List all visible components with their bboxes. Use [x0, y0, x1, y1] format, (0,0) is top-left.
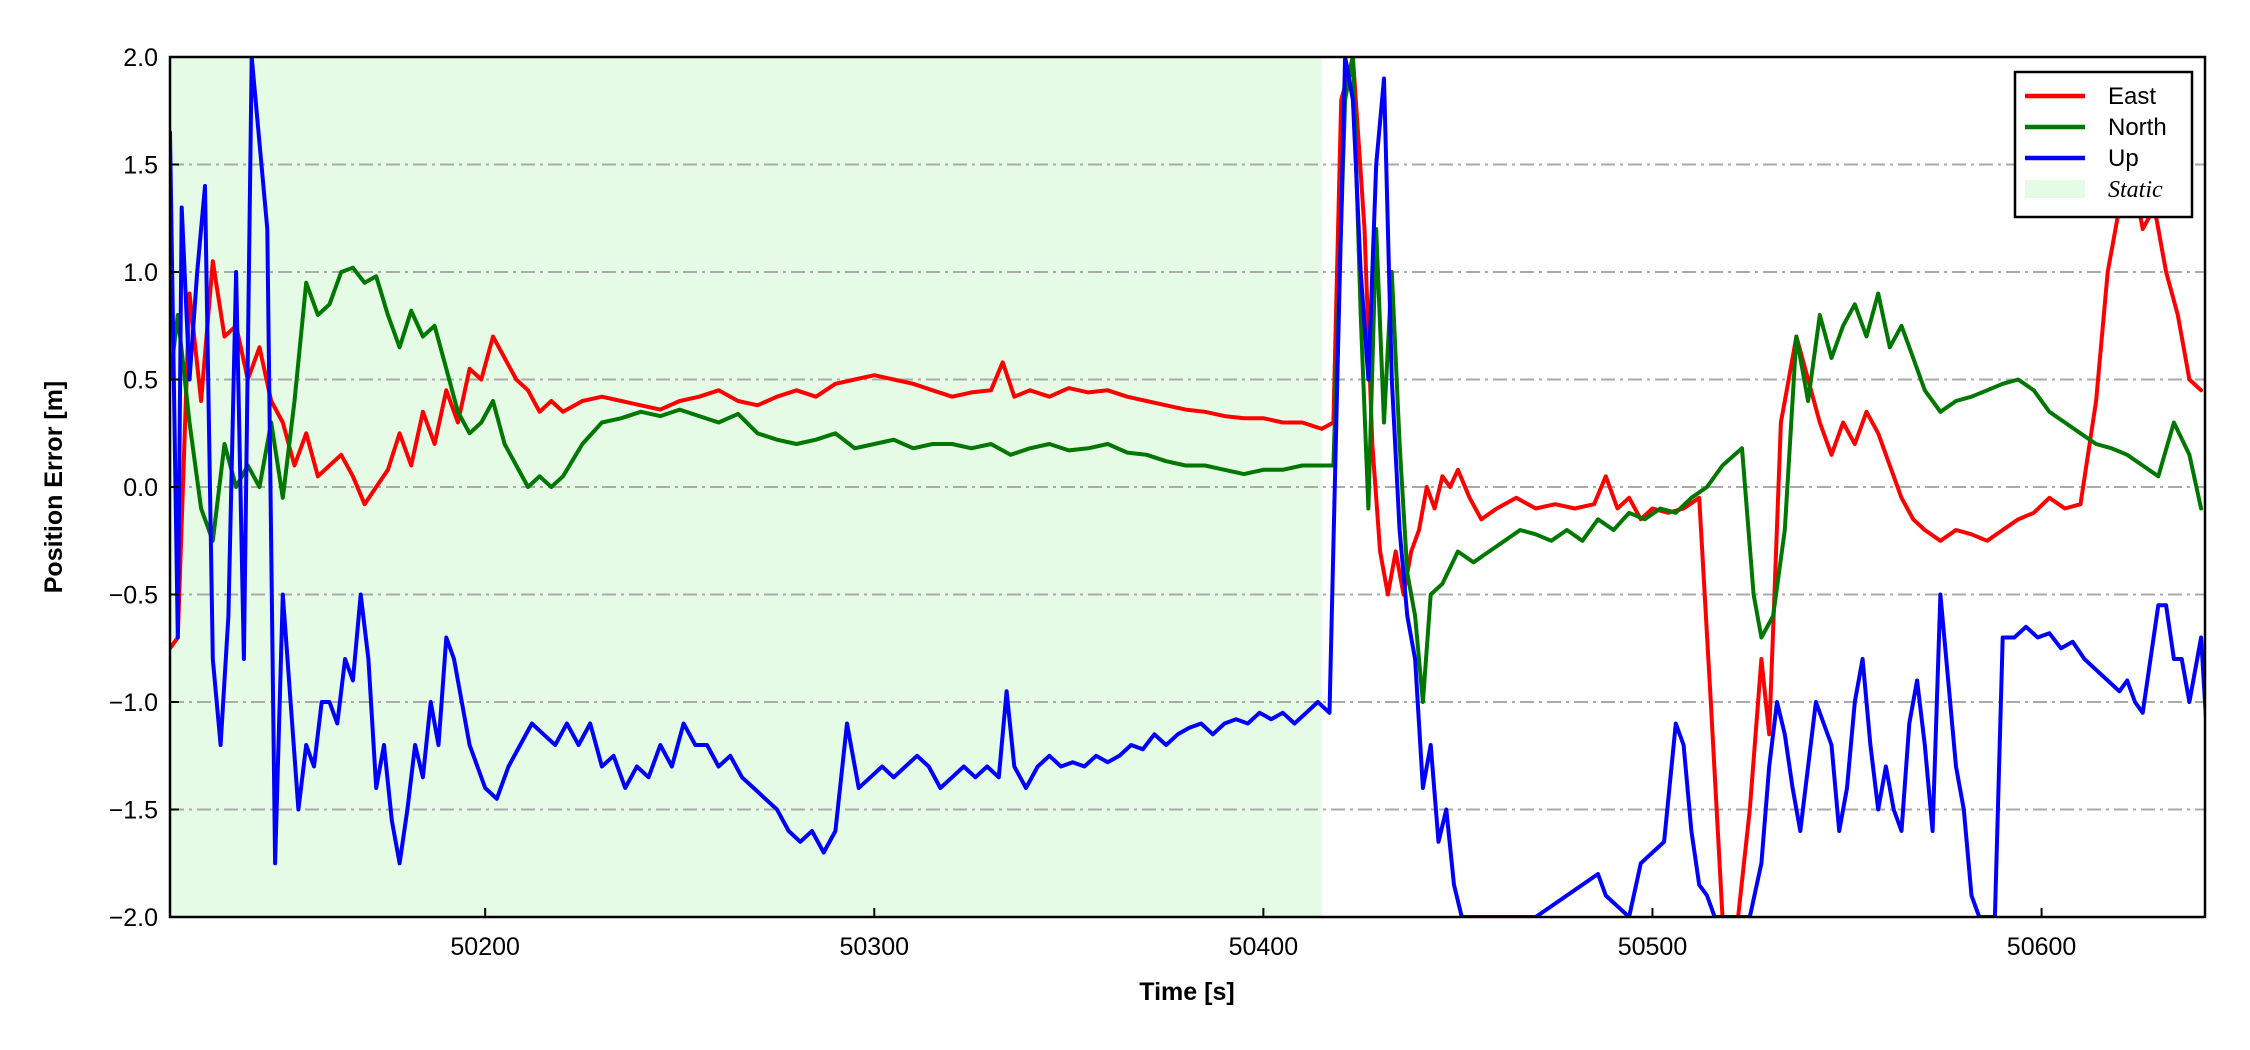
y-tick-label: −1.0: [109, 689, 158, 717]
y-tick-label: 0.5: [123, 367, 158, 395]
axis-ticks: 50200 50300 50400 50500 50600 −2.0 −1.5 −1.0 −0.…: [109, 44, 2077, 961]
series-layer: [170, 57, 2205, 917]
x-tick-label: 50600: [2007, 933, 2077, 961]
x-tick-label: 50400: [1229, 933, 1299, 961]
x-tick-label: 50200: [450, 933, 520, 961]
legend: East North Up Static: [2013, 70, 2194, 219]
legend-label-static: Static: [2108, 177, 2163, 203]
series-line-north: [170, 57, 2204, 704]
series-line-east: [170, 57, 2204, 917]
y-tick-label: 1.5: [123, 152, 158, 180]
x-tick-label: 50300: [840, 933, 910, 961]
x-tick-label: 50500: [1618, 933, 1688, 961]
y-tick-label: −0.5: [109, 582, 158, 610]
x-axis-title: Time [s]: [1139, 978, 1234, 1006]
y-tick-label: 0.0: [123, 474, 158, 502]
legend-label-north: North: [2108, 114, 2167, 141]
series-line-up: [170, 57, 2205, 917]
y-tick-label: 2.0: [123, 44, 158, 72]
legend-label-east: East: [2108, 83, 2156, 110]
y-axis-title: Position Error [m]: [40, 381, 68, 594]
legend-label-up: Up: [2108, 145, 2139, 172]
y-tick-label: −2.0: [109, 904, 158, 932]
y-tick-label: 1.0: [123, 259, 158, 287]
legend-swatch-static: [2025, 180, 2085, 198]
y-tick-label: −1.5: [109, 797, 158, 825]
